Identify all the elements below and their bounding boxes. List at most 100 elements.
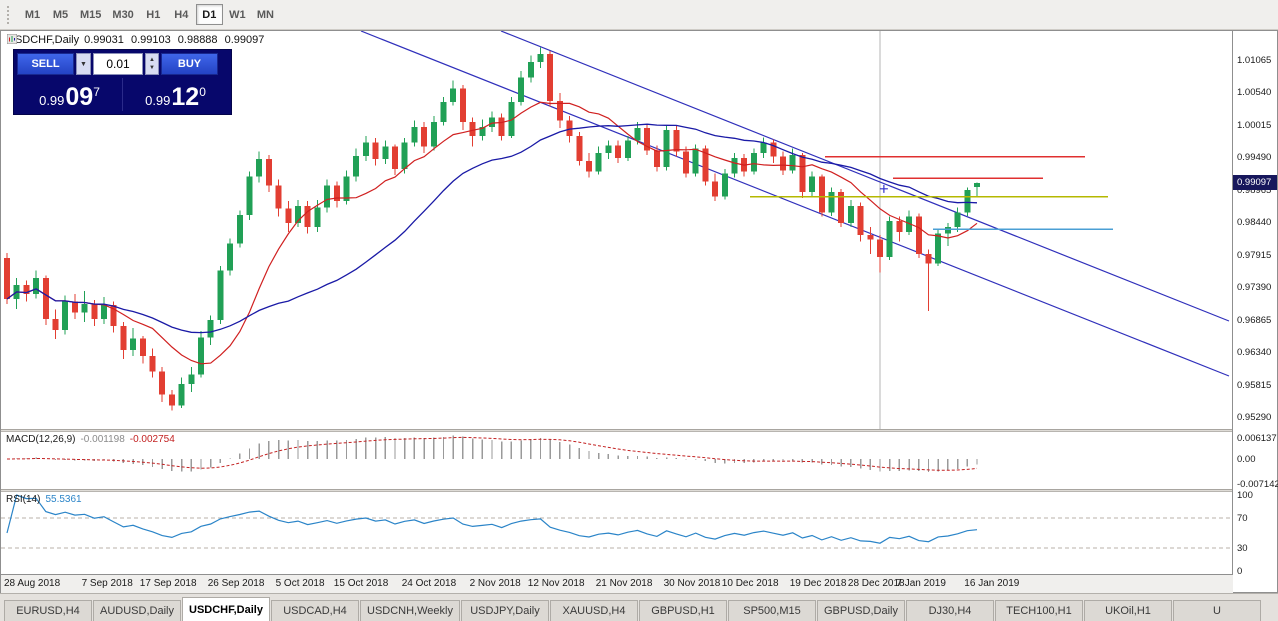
rsi-label: RSI(14) 55.5361: [6, 494, 82, 505]
ask-price-display[interactable]: 0.99 12 0: [122, 78, 228, 111]
price-axis-label: 0.99490: [1237, 152, 1272, 164]
symbol-label: USDCHF,Daily: [7, 34, 80, 46]
chart-tab-tech100-h1[interactable]: TECH100,H1: [994, 600, 1083, 621]
chart-tab-xauusd-h4[interactable]: XAUUSD,H4: [549, 600, 638, 621]
price-axis-label: 0.95815: [1237, 379, 1272, 391]
lot-spinner[interactable]: ▲ ▼: [145, 53, 159, 75]
rsi-value: 55.5361: [45, 494, 82, 505]
timeframe-button-h4[interactable]: H4: [168, 4, 195, 25]
chart-tab-gbpusd-daily[interactable]: GBPUSD,Daily: [816, 600, 905, 621]
time-axis-label: 2 Nov 2018: [469, 578, 521, 589]
time-axis-label: 21 Nov 2018: [595, 578, 653, 589]
time-axis-label: 30 Nov 2018: [663, 578, 721, 589]
low-value: 0.98888: [177, 34, 218, 46]
time-axis-label: 26 Sep 2018: [207, 578, 265, 589]
chevron-up-icon: ▲: [149, 57, 155, 63]
sell-button[interactable]: SELL: [17, 53, 74, 75]
time-axis-label: 24 Oct 2018: [401, 578, 457, 589]
time-axis-label: 15 Oct 2018: [333, 578, 389, 589]
one-click-trading-panel: SELL ▼ ▲▼ BUY 0.99 09 7 0.99 12 0: [13, 49, 232, 115]
bid-price-display[interactable]: 0.99 09 7: [17, 78, 122, 111]
timeframe-button-m15[interactable]: M15: [75, 4, 106, 25]
chart-tab-usdcad-h4[interactable]: USDCAD,H4: [271, 600, 359, 621]
open-value: 0.99031: [84, 34, 124, 46]
time-axis-label: 10 Dec 2018: [721, 578, 779, 589]
price-axis-label: 0.98965: [1237, 184, 1272, 196]
price-axis-label: 0.97915: [1237, 249, 1272, 261]
time-axis-label: 16 Jan 2019: [964, 578, 1020, 589]
chart-title: USDCHF,Daily 0.99031 0.99103 0.98888 0.9…: [7, 34, 268, 46]
chart-tab-ukoil-h1[interactable]: UKOil,H1: [1083, 600, 1172, 621]
rsi-indicator-pane[interactable]: RSI(14) 55.5361: [1, 492, 1233, 574]
rsi-axis-label: 100: [1237, 490, 1253, 501]
price-axis-label: 1.00015: [1237, 119, 1272, 131]
rsi-axis-label: 70: [1237, 512, 1248, 524]
chevron-down-icon: ▼: [149, 65, 155, 71]
chart-tab-usdcnh-weekly[interactable]: USDCNH,Weekly: [360, 600, 460, 621]
chevron-down-icon: ▼: [80, 60, 87, 68]
chart-tab-eurusd-h4[interactable]: EURUSD,H4: [4, 600, 92, 621]
timeframe-button-h1[interactable]: H1: [140, 4, 167, 25]
time-axis-label: 7 Sep 2018: [81, 578, 133, 589]
buy-button[interactable]: BUY: [161, 53, 218, 75]
price-axis-label: 0.95290: [1237, 412, 1272, 424]
toolbar-grip-handle[interactable]: [7, 5, 12, 24]
price-axis-label: 0.97390: [1237, 282, 1272, 294]
time-axis-label: 28 Aug 2018: [4, 578, 61, 589]
time-axis-label: 19 Dec 2018: [789, 578, 847, 589]
time-axis-label: 17 Sep 2018: [139, 578, 197, 589]
macd-canvas: [6, 435, 978, 473]
chart-tab-audusd-daily[interactable]: AUDUSD,Daily: [93, 600, 181, 621]
time-axis[interactable]: 28 Aug 2018 7 Sep 2018 17 Sep 2018 26 Sep 2…: [1, 574, 1233, 593]
timeframe-button-mn[interactable]: MN: [252, 4, 279, 25]
price-axis-label: 0.98440: [1237, 217, 1272, 229]
macd-signal-value: -0.002754: [129, 434, 175, 445]
timeframe-button-d1[interactable]: D1: [195, 4, 223, 25]
macd-label: MACD(12,26,9) -0.001198 -0.002754: [6, 434, 175, 445]
chart-tabs-bar: EURUSD,H4 AUDUSD,Daily USDCHF,Daily USDCAD,…: [0, 593, 1278, 621]
macd-indicator-pane[interactable]: MACD(12,26,9) -0.001198 -0.002754: [1, 432, 1233, 489]
main-chart-pane[interactable]: USDCHF,Daily 0.99031 0.99103 0.98888 0.9…: [1, 31, 1233, 429]
candlestick-canvas[interactable]: [1, 31, 1233, 429]
price-axis-label: 0.96865: [1237, 314, 1272, 326]
timeframe-button-m5[interactable]: M5: [47, 4, 74, 25]
time-axis-label: 12 Nov 2018: [527, 578, 585, 589]
chart-tab-u[interactable]: U: [1172, 600, 1261, 621]
lot-size-input[interactable]: [93, 53, 143, 75]
high-value: 0.99103: [130, 34, 171, 46]
chart-tab-gbpusd-h1[interactable]: GBPUSD,H1: [638, 600, 727, 621]
chart-window: USDCHF,Daily 0.99031 0.99103 0.98888 0.9…: [0, 30, 1278, 593]
chart-tab-usdjpy-daily[interactable]: USDJPY,Daily: [460, 600, 549, 621]
close-value: 0.99097: [224, 34, 265, 46]
pane-divider[interactable]: [1, 489, 1277, 492]
price-axis-label: 1.00540: [1237, 87, 1272, 99]
time-axis-label: 7 Jan 2019: [896, 578, 946, 589]
timeframe-button-w1[interactable]: W1: [224, 4, 251, 25]
price-axis[interactable]: 1.01065 1.00540 1.00015 0.99490 0.98965 0.984…: [1232, 31, 1278, 577]
pane-divider[interactable]: [1, 429, 1277, 432]
bid-pipette: 7: [93, 85, 100, 99]
bid-big-digits: 09: [65, 83, 94, 111]
rsi-canvas: [1, 494, 1233, 549]
ask-pipette: 0: [199, 85, 206, 99]
ask-big-digits: 12: [171, 83, 200, 111]
rsi-axis-label: 0: [1237, 566, 1243, 577]
macd-main-value: -0.001198: [80, 434, 125, 445]
lot-dropdown-button[interactable]: ▼: [76, 53, 91, 75]
macd-axis-label: 0.00: [1237, 454, 1256, 465]
rsi-axis-label: 30: [1237, 543, 1248, 555]
time-axis-label: 28 Dec 2018: [847, 578, 905, 589]
chart-tab-usdchf-daily[interactable]: USDCHF,Daily: [182, 597, 270, 621]
price-axis-label: 1.01065: [1237, 55, 1272, 66]
macd-axis-label: -0.007142: [1237, 478, 1278, 490]
chart-window-icon: [7, 34, 17, 44]
chart-tab-sp500-m15[interactable]: SP500,M15: [727, 600, 816, 621]
chart-tab-dj30-h4[interactable]: DJ30,H4: [905, 600, 994, 621]
timeframe-button-m1[interactable]: M1: [19, 4, 46, 25]
price-axis-label: 0.96340: [1237, 347, 1272, 359]
period-toolbar: M1 M5 M15 M30 H1 H4 D1 W1 MN: [0, 0, 1278, 30]
ask-prefix: 0.99: [145, 93, 171, 108]
timeframe-button-m30[interactable]: M30: [107, 4, 138, 25]
time-axis-label: 5 Oct 2018: [275, 578, 325, 589]
